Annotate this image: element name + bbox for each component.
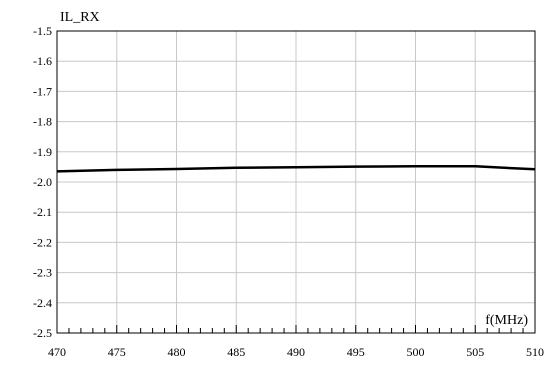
series-layer <box>56 165 536 173</box>
x-tick-label: 475 <box>108 345 126 359</box>
plot-frame <box>56 30 536 334</box>
grid-lines <box>57 31 535 333</box>
y-tick-labels: -1.5 -1.6 -1.7 -1.8 -1.9 -2.0 -2.1 -2.2 -2.3 -2.4… <box>33 24 52 340</box>
y-tick-label: -2.5 <box>33 326 52 340</box>
y-tick-label: -2.0 <box>33 175 52 189</box>
y-tick-label: -1.9 <box>33 145 52 159</box>
minor-ticks <box>56 325 536 333</box>
y-tick-label: -2.4 <box>33 296 52 310</box>
series-line <box>56 165 536 173</box>
x-tick-label: 505 <box>466 345 484 359</box>
y-tick-label: -2.2 <box>33 235 52 249</box>
y-axis-label: IL_RX <box>60 10 100 25</box>
x-tick-label: 490 <box>287 345 305 359</box>
x-tick-labels: 470 475 480 485 490 495 500 505 510 <box>48 345 544 359</box>
y-tick-label: -1.6 <box>33 54 52 68</box>
x-tick-label: 485 <box>227 345 245 359</box>
x-tick-label: 470 <box>48 345 66 359</box>
x-tick-label: 495 <box>347 345 365 359</box>
y-tick-label: -1.8 <box>33 115 52 129</box>
x-tick-label: 480 <box>168 345 186 359</box>
x-axis-label: f(MHz) <box>485 313 528 328</box>
y-tick-label: -1.7 <box>33 84 52 98</box>
x-tick-label: 510 <box>526 345 544 359</box>
y-tick-label: -1.5 <box>33 24 52 38</box>
y-tick-label: -2.1 <box>33 205 52 219</box>
x-tick-label: 500 <box>407 345 425 359</box>
y-tick-label: -2.3 <box>33 266 52 280</box>
